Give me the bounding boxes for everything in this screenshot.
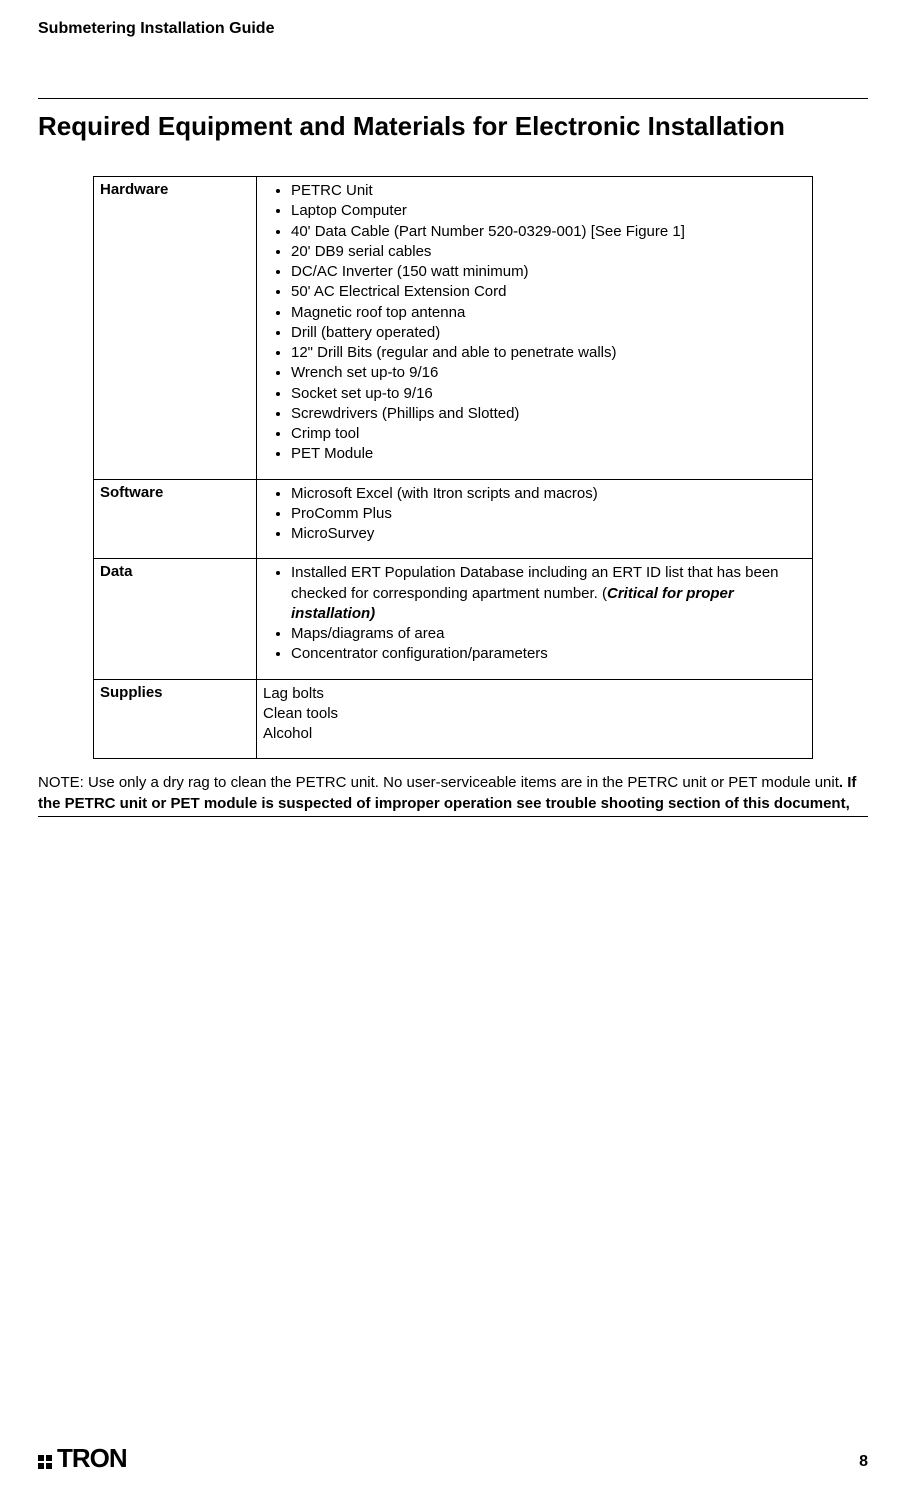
row-label: Software	[94, 479, 257, 559]
plain-lines: Lag boltsClean toolsAlcohol	[263, 684, 806, 745]
itron-logo: TRON	[38, 1445, 127, 1471]
row-label: Hardware	[94, 177, 257, 480]
list-item: Socket set up-to 9/16	[291, 384, 806, 404]
note-paragraph: NOTE: Use only a dry rag to clean the PE…	[38, 773, 868, 814]
logo-dots-icon	[38, 1455, 52, 1469]
note-text-pre: NOTE: Use only a dry rag to clean the PE…	[38, 774, 839, 791]
row-content: Lag boltsClean toolsAlcohol	[257, 679, 813, 759]
list-item: MicroSurvey	[291, 524, 806, 544]
list-item: 12" Drill Bits (regular and able to pene…	[291, 343, 806, 363]
bullet-list: PETRC UnitLaptop Computer40' Data Cable …	[263, 181, 806, 465]
list-item: Clean tools	[263, 704, 806, 724]
list-item: PET Module	[291, 444, 806, 464]
list-item: Alcohol	[263, 724, 806, 744]
list-item: ProComm Plus	[291, 504, 806, 524]
list-item: 40' Data Cable (Part Number 520-0329-001…	[291, 222, 806, 242]
list-item: Wrench set up-to 9/16	[291, 363, 806, 383]
row-content: PETRC UnitLaptop Computer40' Data Cable …	[257, 177, 813, 480]
table-row: HardwarePETRC UnitLaptop Computer40' Dat…	[94, 177, 813, 480]
list-item: Lag bolts	[263, 684, 806, 704]
list-item: Maps/diagrams of area	[291, 624, 806, 644]
list-item: Microsoft Excel (with Itron scripts and …	[291, 484, 806, 504]
page-number: 8	[859, 1453, 868, 1471]
list-item: DC/AC Inverter (150 watt minimum)	[291, 262, 806, 282]
note-divider	[38, 816, 868, 817]
list-item: Drill (battery operated)	[291, 323, 806, 343]
table-row: SuppliesLag boltsClean toolsAlcohol	[94, 679, 813, 759]
list-item: 20' DB9 serial cables	[291, 242, 806, 262]
list-item: Magnetic roof top antenna	[291, 303, 806, 323]
row-content: Installed ERT Population Database includ…	[257, 559, 813, 679]
logo-text: TRON	[57, 1445, 127, 1471]
list-item: 50' AC Electrical Extension Cord	[291, 282, 806, 302]
list-item: Screwdrivers (Phillips and Slotted)	[291, 404, 806, 424]
row-label: Supplies	[94, 679, 257, 759]
list-item: Concentrator configuration/parameters	[291, 644, 806, 664]
section-title: Required Equipment and Materials for Ele…	[38, 111, 868, 142]
doc-header: Submetering Installation Guide	[38, 20, 868, 38]
list-item: Installed ERT Population Database includ…	[291, 563, 806, 624]
list-item: PETRC Unit	[291, 181, 806, 201]
list-item: Laptop Computer	[291, 201, 806, 221]
table-row: Software Microsoft Excel (with Itron scri…	[94, 479, 813, 559]
table-row: Data Installed ERT Population Database in…	[94, 559, 813, 679]
row-label: Data	[94, 559, 257, 679]
page-footer: TRON 8	[38, 1445, 868, 1471]
section-divider-top	[38, 98, 868, 99]
row-content: Microsoft Excel (with Itron scripts and …	[257, 479, 813, 559]
bullet-list: Installed ERT Population Database includ…	[263, 563, 806, 664]
list-item: Crimp tool	[291, 424, 806, 444]
equipment-table: HardwarePETRC UnitLaptop Computer40' Dat…	[93, 176, 813, 759]
bullet-list: Microsoft Excel (with Itron scripts and …	[263, 484, 806, 545]
